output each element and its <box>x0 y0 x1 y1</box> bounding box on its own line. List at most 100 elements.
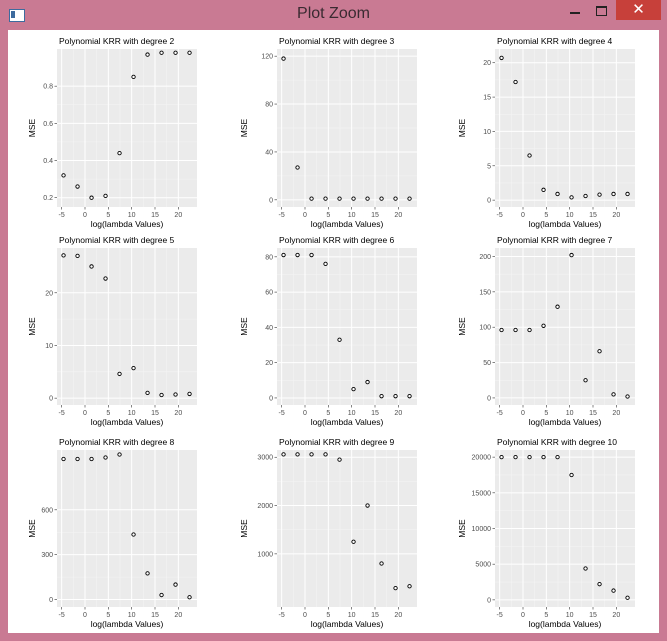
data-point <box>145 390 150 396</box>
y-tick-label: 20 <box>483 60 491 67</box>
data-point <box>625 394 630 399</box>
data-point <box>597 582 602 587</box>
chart-7: -5 0 5 10 15 20 0 300 600 Polynomial KRR with deg… <box>27 437 197 629</box>
data-point <box>337 457 342 462</box>
window-title: Plot Zoom <box>297 5 370 22</box>
minimize-icon <box>570 11 580 14</box>
x-tick-label: 0 <box>303 612 307 619</box>
data-point <box>393 586 398 591</box>
data-point <box>323 452 328 457</box>
panel-background <box>277 450 417 607</box>
y-tick-label: 20000 <box>472 455 492 462</box>
chart-3: -5 0 5 10 15 20 0 5 10 15 20 Polynomial KRR with de… <box>457 36 635 229</box>
data-point <box>89 195 94 200</box>
data-point <box>103 455 108 460</box>
chart-title: Polynomial KRR with degree 9 <box>279 437 395 447</box>
chart-title: Polynomial KRR with degree 7 <box>497 235 613 245</box>
panel-background <box>495 248 635 405</box>
data-point <box>499 55 504 61</box>
data-point <box>583 566 588 571</box>
x-tick-label: 10 <box>566 212 574 219</box>
chart-title: Polynomial KRR with degree 3 <box>279 36 395 46</box>
chart-8: -5 0 5 10 15 20 1000 2000 3000 Polynomial KRR wit… <box>239 437 417 629</box>
y-tick-label: 80 <box>265 254 273 261</box>
y-tick-label: 0 <box>269 395 273 402</box>
data-point <box>569 195 574 200</box>
x-tick-label: 20 <box>174 612 182 619</box>
y-axis-title: MSE <box>457 519 467 538</box>
data-point <box>187 50 192 55</box>
y-tick-label: 2000 <box>257 503 273 510</box>
x-tick-label: 20 <box>394 612 402 619</box>
x-tick-label: 5 <box>544 212 548 219</box>
close-button[interactable]: ✕ <box>616 0 661 20</box>
x-tick-label: -5 <box>59 410 65 417</box>
y-tick-label: 40 <box>265 149 273 156</box>
x-tick-label: 20 <box>612 410 620 417</box>
maximize-button[interactable] <box>588 0 614 20</box>
data-point <box>145 571 150 576</box>
x-tick-label: 20 <box>394 212 402 219</box>
data-point <box>379 196 384 201</box>
app-icon <box>9 9 25 22</box>
data-point <box>159 592 164 598</box>
data-point <box>173 392 178 397</box>
y-tick-label: 0 <box>487 198 491 205</box>
y-tick-label: 600 <box>41 507 53 514</box>
data-point <box>281 252 286 258</box>
data-point <box>527 454 532 460</box>
x-tick-label: -5 <box>279 612 285 619</box>
maximize-icon <box>595 5 607 16</box>
data-point <box>337 196 342 201</box>
x-tick-label: 0 <box>83 212 87 219</box>
x-tick-label: 15 <box>151 410 159 417</box>
data-point <box>597 192 602 197</box>
data-point <box>365 196 370 201</box>
y-tick-label: 50 <box>483 360 491 367</box>
y-tick-label: 1000 <box>257 551 273 558</box>
x-tick-label: 5 <box>106 410 110 417</box>
x-tick-label: 5 <box>326 212 330 219</box>
x-axis-title: log(lambda Values) <box>311 619 384 629</box>
data-point <box>117 371 122 377</box>
x-tick-label: 10 <box>348 212 356 219</box>
y-axis-title: MSE <box>457 118 467 137</box>
data-point <box>513 327 518 333</box>
chart-title: Polynomial KRR with degree 8 <box>59 437 175 447</box>
data-point <box>351 539 356 544</box>
y-tick-label: 100 <box>479 325 491 332</box>
data-point <box>173 582 178 587</box>
x-tick-label: -5 <box>497 612 503 619</box>
x-tick-label: 5 <box>544 410 548 417</box>
data-point <box>103 276 108 281</box>
x-tick-label: 20 <box>174 212 182 219</box>
x-tick-label: 15 <box>151 612 159 619</box>
data-point <box>351 196 356 201</box>
chart-title: Polynomial KRR with degree 2 <box>59 36 175 46</box>
data-point <box>407 584 412 589</box>
plot-grid: -5 0 5 10 15 20 0.2 0.4 0.6 0.8 Polynomial KRR wit… <box>27 36 635 629</box>
chart-title: Polynomial KRR with degree 5 <box>59 235 175 245</box>
data-point <box>541 323 546 328</box>
x-axis-title: log(lambda Values) <box>91 619 164 629</box>
data-point <box>145 52 150 57</box>
data-point <box>393 196 398 201</box>
x-tick-label: 15 <box>589 612 597 619</box>
x-tick-label: 20 <box>612 212 620 219</box>
y-tick-label: 0.4 <box>43 158 53 165</box>
window-titlebar[interactable]: Plot Zoom ✕ <box>0 0 667 29</box>
y-tick-label: 20 <box>45 290 53 297</box>
y-tick-label: 0 <box>487 597 491 604</box>
y-tick-label: 20 <box>265 360 273 367</box>
data-point <box>159 50 164 55</box>
chart-2: -5 0 5 10 15 20 0 40 80 120 Polynomial KRR with de… <box>239 36 417 229</box>
chart-5: -5 0 5 10 15 20 0 20 40 60 80 Polynomial KRR with d… <box>239 235 417 427</box>
data-point <box>131 365 136 371</box>
x-tick-label: 0 <box>303 410 307 417</box>
y-axis-title: MSE <box>239 118 249 137</box>
data-point <box>625 595 630 600</box>
data-point <box>625 191 630 197</box>
x-tick-label: 5 <box>106 612 110 619</box>
data-point <box>527 327 532 333</box>
minimize-button[interactable] <box>562 0 588 20</box>
